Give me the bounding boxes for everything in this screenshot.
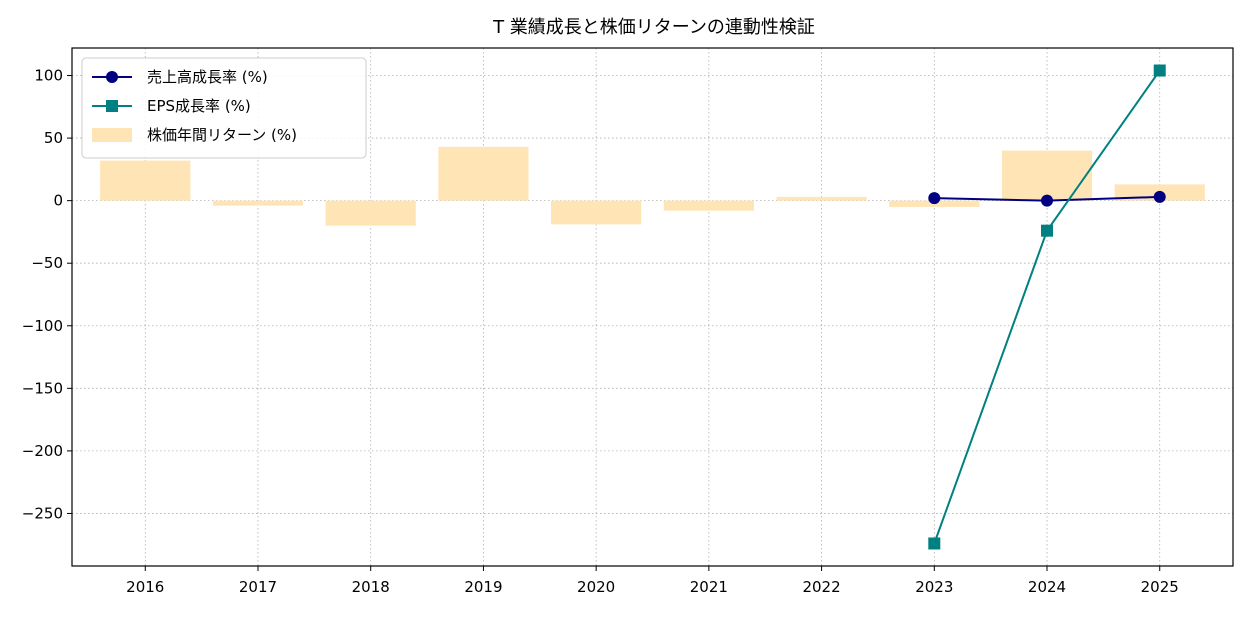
- y-tick-label: −100: [22, 317, 63, 335]
- return-bar: [325, 200, 416, 226]
- y-tick-label: 50: [44, 129, 63, 147]
- legend-marker: [106, 71, 118, 83]
- y-tick-label: 0: [53, 192, 63, 210]
- legend-label: 売上高成長率 (%): [147, 68, 268, 86]
- legend-box: [81, 57, 367, 159]
- legend-label: EPS成長率 (%): [147, 97, 251, 115]
- y-tick-label: −200: [22, 442, 63, 460]
- return-bar: [212, 200, 304, 206]
- return-bar: [438, 146, 529, 201]
- legend-label: 株価年間リターン (%): [147, 126, 297, 144]
- x-tick-label: 2024: [1028, 578, 1066, 596]
- return-bar: [551, 200, 642, 225]
- return-bar: [776, 196, 867, 201]
- legend-bar-swatch: [92, 128, 132, 142]
- eps-growth-point: [1153, 64, 1166, 77]
- legend: 売上高成長率 (%) EPS成長率 (%) 株価年間リターン (%): [81, 57, 367, 159]
- return-bar: [100, 160, 191, 201]
- y-tick-label: 100: [34, 67, 63, 85]
- x-tick-label: 2019: [464, 578, 502, 596]
- y-tick-label: −150: [22, 379, 63, 397]
- return-bar: [1001, 150, 1093, 201]
- revenue-growth-point: [928, 192, 941, 205]
- bar-series: [100, 146, 1205, 226]
- x-tick-label: 2018: [352, 578, 390, 596]
- x-tick-label: 2021: [690, 578, 728, 596]
- axes: 100 50 0 −50 −100 −150 −200 −250 2016 2017 2018 201…: [22, 67, 1179, 596]
- x-tick-label: 2023: [915, 578, 953, 596]
- eps-growth-point: [928, 537, 941, 550]
- chart-title: T 業績成長と株価リターンの連動性検証: [492, 17, 815, 38]
- x-tick-label: 2025: [1141, 578, 1179, 596]
- y-tick-label: −50: [31, 254, 63, 272]
- revenue-growth-point: [1153, 190, 1166, 203]
- y-tick-label: −250: [22, 504, 63, 522]
- x-tick-label: 2020: [577, 578, 615, 596]
- revenue-growth-point: [1041, 194, 1054, 207]
- legend-marker: [106, 100, 118, 112]
- return-bar: [663, 200, 754, 211]
- eps-growth-point: [1041, 224, 1054, 237]
- line-series: [928, 64, 1166, 550]
- plot-frame: [71, 47, 1234, 567]
- x-tick-label: 2017: [239, 578, 277, 596]
- x-tick-label: 2022: [802, 578, 840, 596]
- x-tick-label: 2016: [126, 578, 164, 596]
